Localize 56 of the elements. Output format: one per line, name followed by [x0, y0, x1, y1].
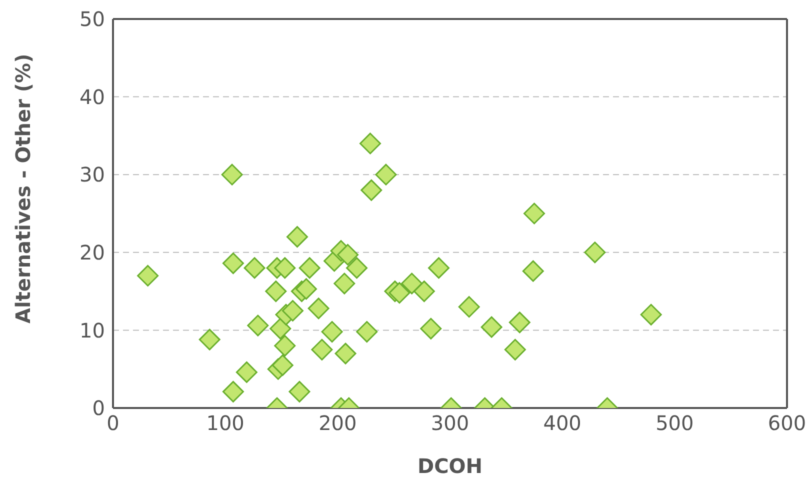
- point: [334, 342, 356, 364]
- point: [274, 335, 296, 357]
- point: [524, 202, 545, 224]
- point: [584, 242, 606, 264]
- point: [359, 132, 381, 154]
- point: [272, 354, 294, 376]
- point: [311, 338, 333, 360]
- point: [321, 321, 343, 343]
- point: [640, 304, 662, 326]
- point: [244, 257, 266, 279]
- point: [504, 338, 526, 360]
- point: [413, 280, 435, 302]
- x-tick-label: 400: [543, 411, 582, 436]
- point: [346, 257, 368, 279]
- y-tick-label: 10: [80, 318, 105, 342]
- point: [236, 361, 258, 383]
- point: [288, 380, 310, 402]
- x-tick-label: 600: [768, 411, 806, 436]
- point: [282, 300, 304, 322]
- y-tick-label: 50: [80, 7, 105, 32]
- y-tick-label: 30: [80, 162, 105, 187]
- point: [334, 272, 356, 294]
- point: [270, 318, 292, 340]
- y-tick-label: 20: [80, 240, 105, 264]
- point: [221, 164, 243, 186]
- point: [356, 321, 378, 343]
- point: [222, 252, 244, 274]
- point: [360, 179, 382, 201]
- point: [295, 278, 317, 300]
- y-tick-label: 0: [92, 396, 105, 420]
- y-tick-label: 40: [80, 84, 105, 109]
- point: [508, 312, 530, 334]
- point: [420, 318, 442, 340]
- x-tick-label: 300: [430, 411, 470, 436]
- point: [308, 298, 330, 320]
- point: [375, 164, 397, 186]
- point: [428, 257, 450, 279]
- point: [298, 257, 320, 279]
- point: [274, 257, 296, 279]
- point: [480, 316, 502, 338]
- point: [265, 280, 287, 302]
- point: [337, 244, 359, 266]
- point: [137, 264, 159, 286]
- x-tick-label: 100: [206, 411, 244, 436]
- point: [522, 260, 544, 282]
- point: [401, 272, 423, 294]
- point: [198, 328, 220, 350]
- point: [247, 314, 269, 336]
- y-axis-title: Alternatives - Other (%): [11, 54, 36, 324]
- point: [286, 226, 308, 248]
- point: [458, 296, 480, 318]
- point: [222, 380, 244, 402]
- x-tick-label: 200: [318, 411, 357, 436]
- x-tick-label: 500: [656, 411, 694, 436]
- x-axis-title: DCOH: [417, 454, 483, 478]
- point: [388, 282, 410, 304]
